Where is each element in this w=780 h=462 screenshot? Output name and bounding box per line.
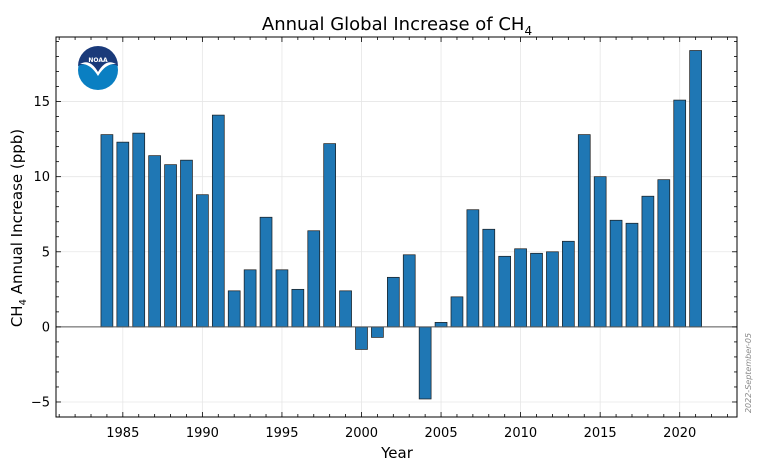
bar-1985 bbox=[116, 141, 130, 328]
bar-2008 bbox=[482, 228, 496, 328]
y-axis-label: CH4 Annual Increase (ppb) bbox=[8, 129, 29, 327]
x-tick-label: 1995 bbox=[265, 426, 298, 441]
axes bbox=[55, 36, 738, 418]
bar-1996 bbox=[291, 288, 305, 328]
bar-1987 bbox=[148, 155, 161, 328]
bar-2004 bbox=[418, 326, 432, 400]
bar-1989 bbox=[180, 159, 193, 328]
bar-2012 bbox=[546, 251, 559, 328]
bar-2010 bbox=[514, 248, 527, 328]
chart-title: Annual Global Increase of CH4 bbox=[262, 14, 532, 38]
bar-2002 bbox=[387, 276, 400, 328]
x-tick-label: 2020 bbox=[663, 426, 696, 441]
bar-2018 bbox=[641, 195, 655, 328]
bar-2015 bbox=[593, 176, 607, 328]
x-tick-label: 2000 bbox=[345, 426, 378, 441]
bar-2016 bbox=[609, 219, 623, 328]
plot-frame bbox=[55, 36, 738, 418]
x-tick-label: 2005 bbox=[425, 426, 458, 441]
bar-2007 bbox=[466, 209, 480, 328]
x-axis-label: Year bbox=[380, 444, 414, 462]
bar-2000 bbox=[355, 326, 368, 350]
bar-2021 bbox=[689, 50, 702, 328]
bar-1988 bbox=[164, 164, 177, 328]
bar-2005 bbox=[434, 322, 448, 328]
bar-2014 bbox=[577, 134, 591, 328]
bar-1984 bbox=[100, 134, 114, 328]
x-tick-label: 2010 bbox=[504, 426, 537, 441]
noaa-logo: NOAA bbox=[78, 46, 118, 90]
bar-2020 bbox=[673, 99, 687, 328]
x-tick-label: 2015 bbox=[584, 426, 617, 441]
bar-1994 bbox=[259, 216, 273, 328]
bar-2003 bbox=[402, 254, 416, 328]
y-tick-label: 0 bbox=[42, 320, 50, 335]
bar-2006 bbox=[450, 296, 464, 328]
x-tick-label: 1990 bbox=[186, 426, 219, 441]
bar-2017 bbox=[625, 222, 639, 328]
date-stamp: 2022-September-05 bbox=[744, 333, 753, 413]
bar-1993 bbox=[243, 269, 257, 328]
y-tick-label: −5 bbox=[31, 395, 50, 410]
bar-2001 bbox=[371, 326, 384, 338]
bar-2011 bbox=[530, 252, 543, 328]
bars bbox=[100, 50, 702, 400]
ticks: 1985 1990 1995 2000 2005 2010 2015 2020 −5 0 5 10 15 bbox=[31, 37, 737, 441]
bar-1990 bbox=[196, 194, 209, 328]
bar-2019 bbox=[657, 179, 671, 328]
bar-1995 bbox=[275, 269, 289, 328]
y-tick-label: 15 bbox=[33, 95, 50, 110]
bar-2009 bbox=[498, 255, 512, 328]
x-tick-label: 1985 bbox=[106, 426, 139, 441]
bar-1999 bbox=[339, 290, 352, 328]
bar-1992 bbox=[227, 290, 241, 328]
bar-1998 bbox=[323, 143, 336, 328]
bar-1997 bbox=[307, 230, 321, 328]
bar-1991 bbox=[211, 114, 225, 328]
y-tick-label: 5 bbox=[42, 245, 50, 260]
bar-1986 bbox=[132, 132, 146, 328]
y-tick-label: 10 bbox=[33, 170, 50, 185]
bar-2013 bbox=[562, 240, 575, 328]
noaa-logo-text: NOAA bbox=[88, 57, 108, 64]
